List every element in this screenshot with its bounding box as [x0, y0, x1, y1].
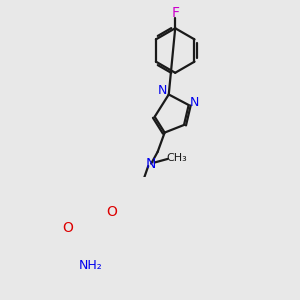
Text: N: N	[158, 85, 168, 98]
Text: N: N	[146, 157, 156, 171]
Text: O: O	[107, 205, 118, 219]
Text: CH₃: CH₃	[167, 153, 187, 163]
Text: NH₂: NH₂	[79, 259, 102, 272]
Text: O: O	[63, 221, 74, 235]
Text: F: F	[171, 6, 179, 20]
Text: N: N	[190, 96, 199, 109]
